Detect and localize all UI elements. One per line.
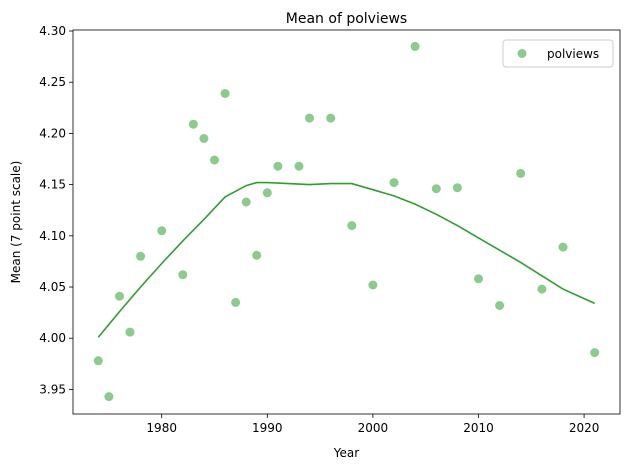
scatter-point [431, 184, 441, 194]
y-tick-label: 4.25 [39, 75, 66, 89]
x-tick-label: 2010 [463, 421, 494, 435]
y-tick-label: 3.95 [39, 382, 66, 396]
x-tick-label: 2000 [358, 421, 389, 435]
scatter-point [389, 178, 399, 188]
scatter-point [199, 134, 209, 143]
scatter-point [516, 168, 526, 178]
x-tick-label: 1990 [252, 421, 283, 435]
scatter-point [231, 297, 241, 307]
scatter-point [347, 221, 357, 231]
x-axis-label: Year [333, 446, 359, 460]
scatter-point [474, 274, 483, 284]
scatter-point [558, 242, 568, 252]
scatter-point [495, 301, 505, 310]
scatter-point [241, 197, 251, 207]
x-axis-ticks: 1980 1990 2000 2010 2020 [146, 414, 599, 435]
scatter-point [590, 348, 600, 358]
x-tick-label: 1980 [146, 421, 177, 435]
scatter-point [178, 270, 188, 280]
scatter-point [273, 161, 283, 171]
chart-title: Mean of polviews [286, 11, 407, 27]
x-tick-label: 2020 [569, 421, 600, 435]
scatter-point [93, 356, 103, 366]
scatter-point [188, 119, 198, 129]
legend-marker [517, 49, 527, 58]
plot-frame [72, 29, 621, 415]
legend: polviews [502, 39, 614, 68]
scatter-point [410, 41, 420, 51]
y-tick-label: 4.20 [39, 126, 66, 140]
scatter-point [104, 392, 114, 402]
scatter-point [294, 161, 304, 171]
trend-line [97, 181, 596, 338]
scatter-point [220, 89, 230, 98]
scatter-point [157, 226, 167, 236]
y-tick-label: 4.05 [39, 280, 66, 294]
scatter-point [305, 113, 314, 123]
y-axis-ticks: 3.95 4.00 4.05 4.10 4.15 4.20 4.25 4.30 [39, 24, 73, 396]
scatter-point [452, 183, 462, 193]
y-axis-label: Mean (7 point scale) [9, 161, 23, 284]
y-tick-label: 4.30 [39, 24, 66, 38]
scatter-point [262, 188, 272, 198]
legend-label: polviews [547, 47, 599, 61]
y-tick-label: 4.15 [39, 178, 66, 192]
legend-box [502, 39, 614, 68]
scatter-point [136, 251, 146, 261]
scatter-point [252, 250, 262, 260]
y-tick-label: 4.10 [39, 229, 66, 243]
chart-marks [93, 41, 600, 402]
scatter-point [368, 280, 378, 290]
scatter-point [537, 284, 547, 294]
scatter-point [210, 155, 219, 165]
scatter-point [115, 291, 124, 301]
scatter-point [125, 327, 135, 337]
scatter-point [326, 113, 336, 123]
y-tick-label: 4.00 [39, 331, 66, 345]
